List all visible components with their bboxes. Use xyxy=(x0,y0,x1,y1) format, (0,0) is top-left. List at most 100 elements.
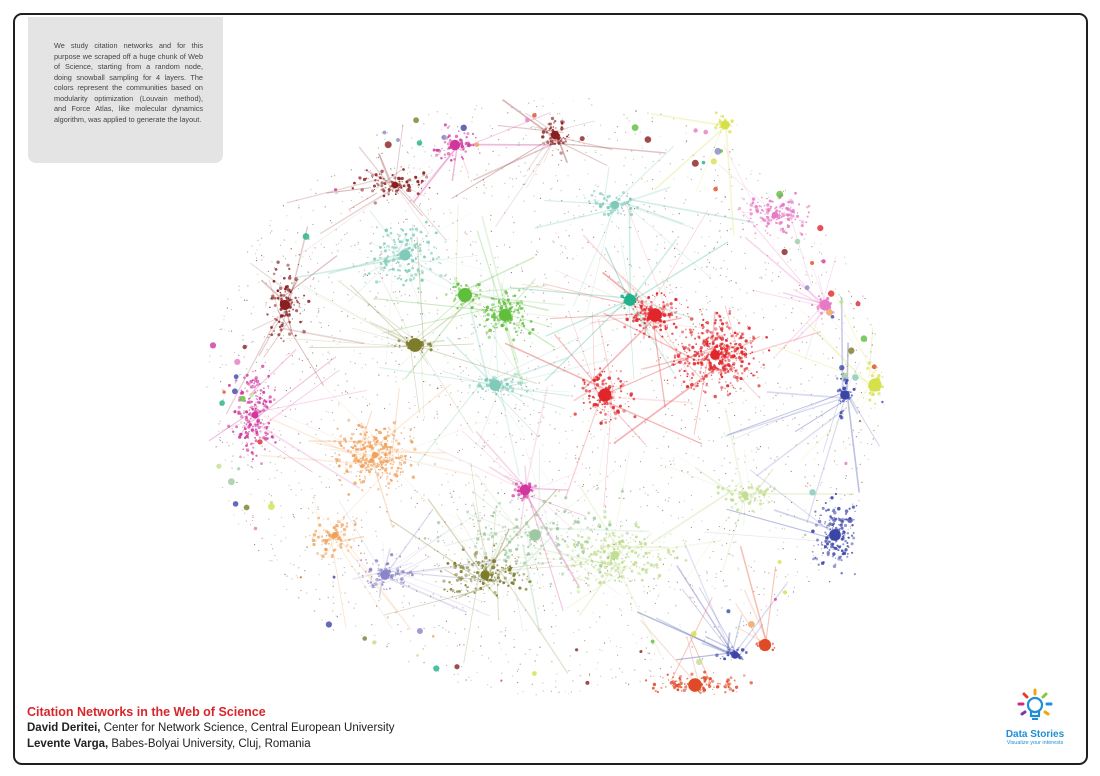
community-node xyxy=(782,230,786,234)
community-node xyxy=(707,329,710,332)
community-node xyxy=(400,176,404,181)
community-node xyxy=(709,348,711,350)
community-node xyxy=(238,435,242,439)
background-node xyxy=(782,419,784,421)
background-node xyxy=(343,518,345,520)
background-node xyxy=(811,275,813,277)
network-edge xyxy=(451,139,549,199)
community-node xyxy=(618,396,621,399)
background-node xyxy=(706,570,708,572)
background-node xyxy=(265,381,267,383)
background-node xyxy=(332,629,334,631)
background-node xyxy=(647,284,649,286)
background-node xyxy=(799,232,801,234)
background-node xyxy=(353,607,355,609)
background-node xyxy=(493,331,495,333)
background-node xyxy=(871,394,873,396)
background-node xyxy=(872,332,874,334)
community-node xyxy=(740,350,744,355)
background-node xyxy=(273,310,275,312)
background-node xyxy=(579,215,581,217)
community-node xyxy=(397,189,399,191)
background-node xyxy=(726,391,728,393)
community-node xyxy=(768,218,773,223)
background-node xyxy=(825,271,827,273)
background-node xyxy=(484,306,486,308)
background-node xyxy=(470,244,472,246)
background-node xyxy=(639,605,641,607)
background-node xyxy=(441,484,443,486)
background-node xyxy=(524,417,526,419)
community-node xyxy=(307,299,311,303)
background-node xyxy=(418,528,420,530)
background-node xyxy=(246,345,248,347)
background-node xyxy=(616,126,618,128)
background-node xyxy=(523,545,525,547)
community-node xyxy=(549,139,551,142)
background-node xyxy=(589,626,591,628)
background-node xyxy=(498,642,500,644)
community-node xyxy=(522,319,525,321)
background-node xyxy=(659,271,661,273)
background-node xyxy=(678,213,680,215)
background-node xyxy=(428,198,430,200)
network-edge xyxy=(846,396,860,493)
background-node xyxy=(553,361,555,363)
community-node xyxy=(447,134,451,138)
background-node xyxy=(791,312,793,314)
background-node xyxy=(560,190,562,192)
background-node xyxy=(522,332,524,334)
background-node xyxy=(263,500,265,502)
background-node xyxy=(340,558,342,560)
background-node xyxy=(607,570,609,572)
community-node xyxy=(674,297,678,302)
community-node xyxy=(379,176,382,180)
community-node xyxy=(743,347,747,350)
background-node xyxy=(701,520,703,522)
network-edge xyxy=(557,142,666,154)
background-node xyxy=(350,446,352,448)
background-node xyxy=(650,348,652,350)
community-node xyxy=(270,419,272,421)
community-node xyxy=(245,444,248,447)
background-node xyxy=(633,288,635,290)
community-node xyxy=(443,123,447,127)
background-node xyxy=(772,329,774,331)
background-node xyxy=(775,527,777,529)
background-node xyxy=(629,226,631,228)
background-node xyxy=(457,376,459,378)
background-node xyxy=(271,261,273,263)
background-node xyxy=(536,250,538,252)
background-node xyxy=(333,339,335,341)
background-node xyxy=(498,466,500,468)
community-hub xyxy=(251,411,259,419)
community-node xyxy=(724,371,728,374)
community-node xyxy=(641,302,644,305)
background-node xyxy=(339,341,341,343)
background-node xyxy=(585,467,587,469)
community-node xyxy=(279,282,282,284)
community-node xyxy=(416,192,420,196)
community-node xyxy=(246,441,248,444)
background-node xyxy=(407,152,409,154)
background-node xyxy=(270,543,272,545)
community-node xyxy=(702,339,706,342)
background-node xyxy=(727,517,729,519)
community-node xyxy=(358,176,362,180)
community-node xyxy=(692,374,695,377)
community-node xyxy=(688,316,690,318)
background-node xyxy=(566,257,568,259)
community-node xyxy=(515,304,518,307)
community-node xyxy=(523,339,526,342)
background-node xyxy=(813,554,815,556)
network-edge xyxy=(348,192,378,210)
background-node xyxy=(550,323,552,325)
network-edge xyxy=(495,386,566,410)
community-node xyxy=(733,340,735,342)
background-node xyxy=(536,164,538,166)
background-node xyxy=(342,603,344,605)
background-node xyxy=(626,117,628,119)
background-node xyxy=(451,292,453,294)
community-node xyxy=(729,367,733,371)
background-node xyxy=(708,236,710,238)
